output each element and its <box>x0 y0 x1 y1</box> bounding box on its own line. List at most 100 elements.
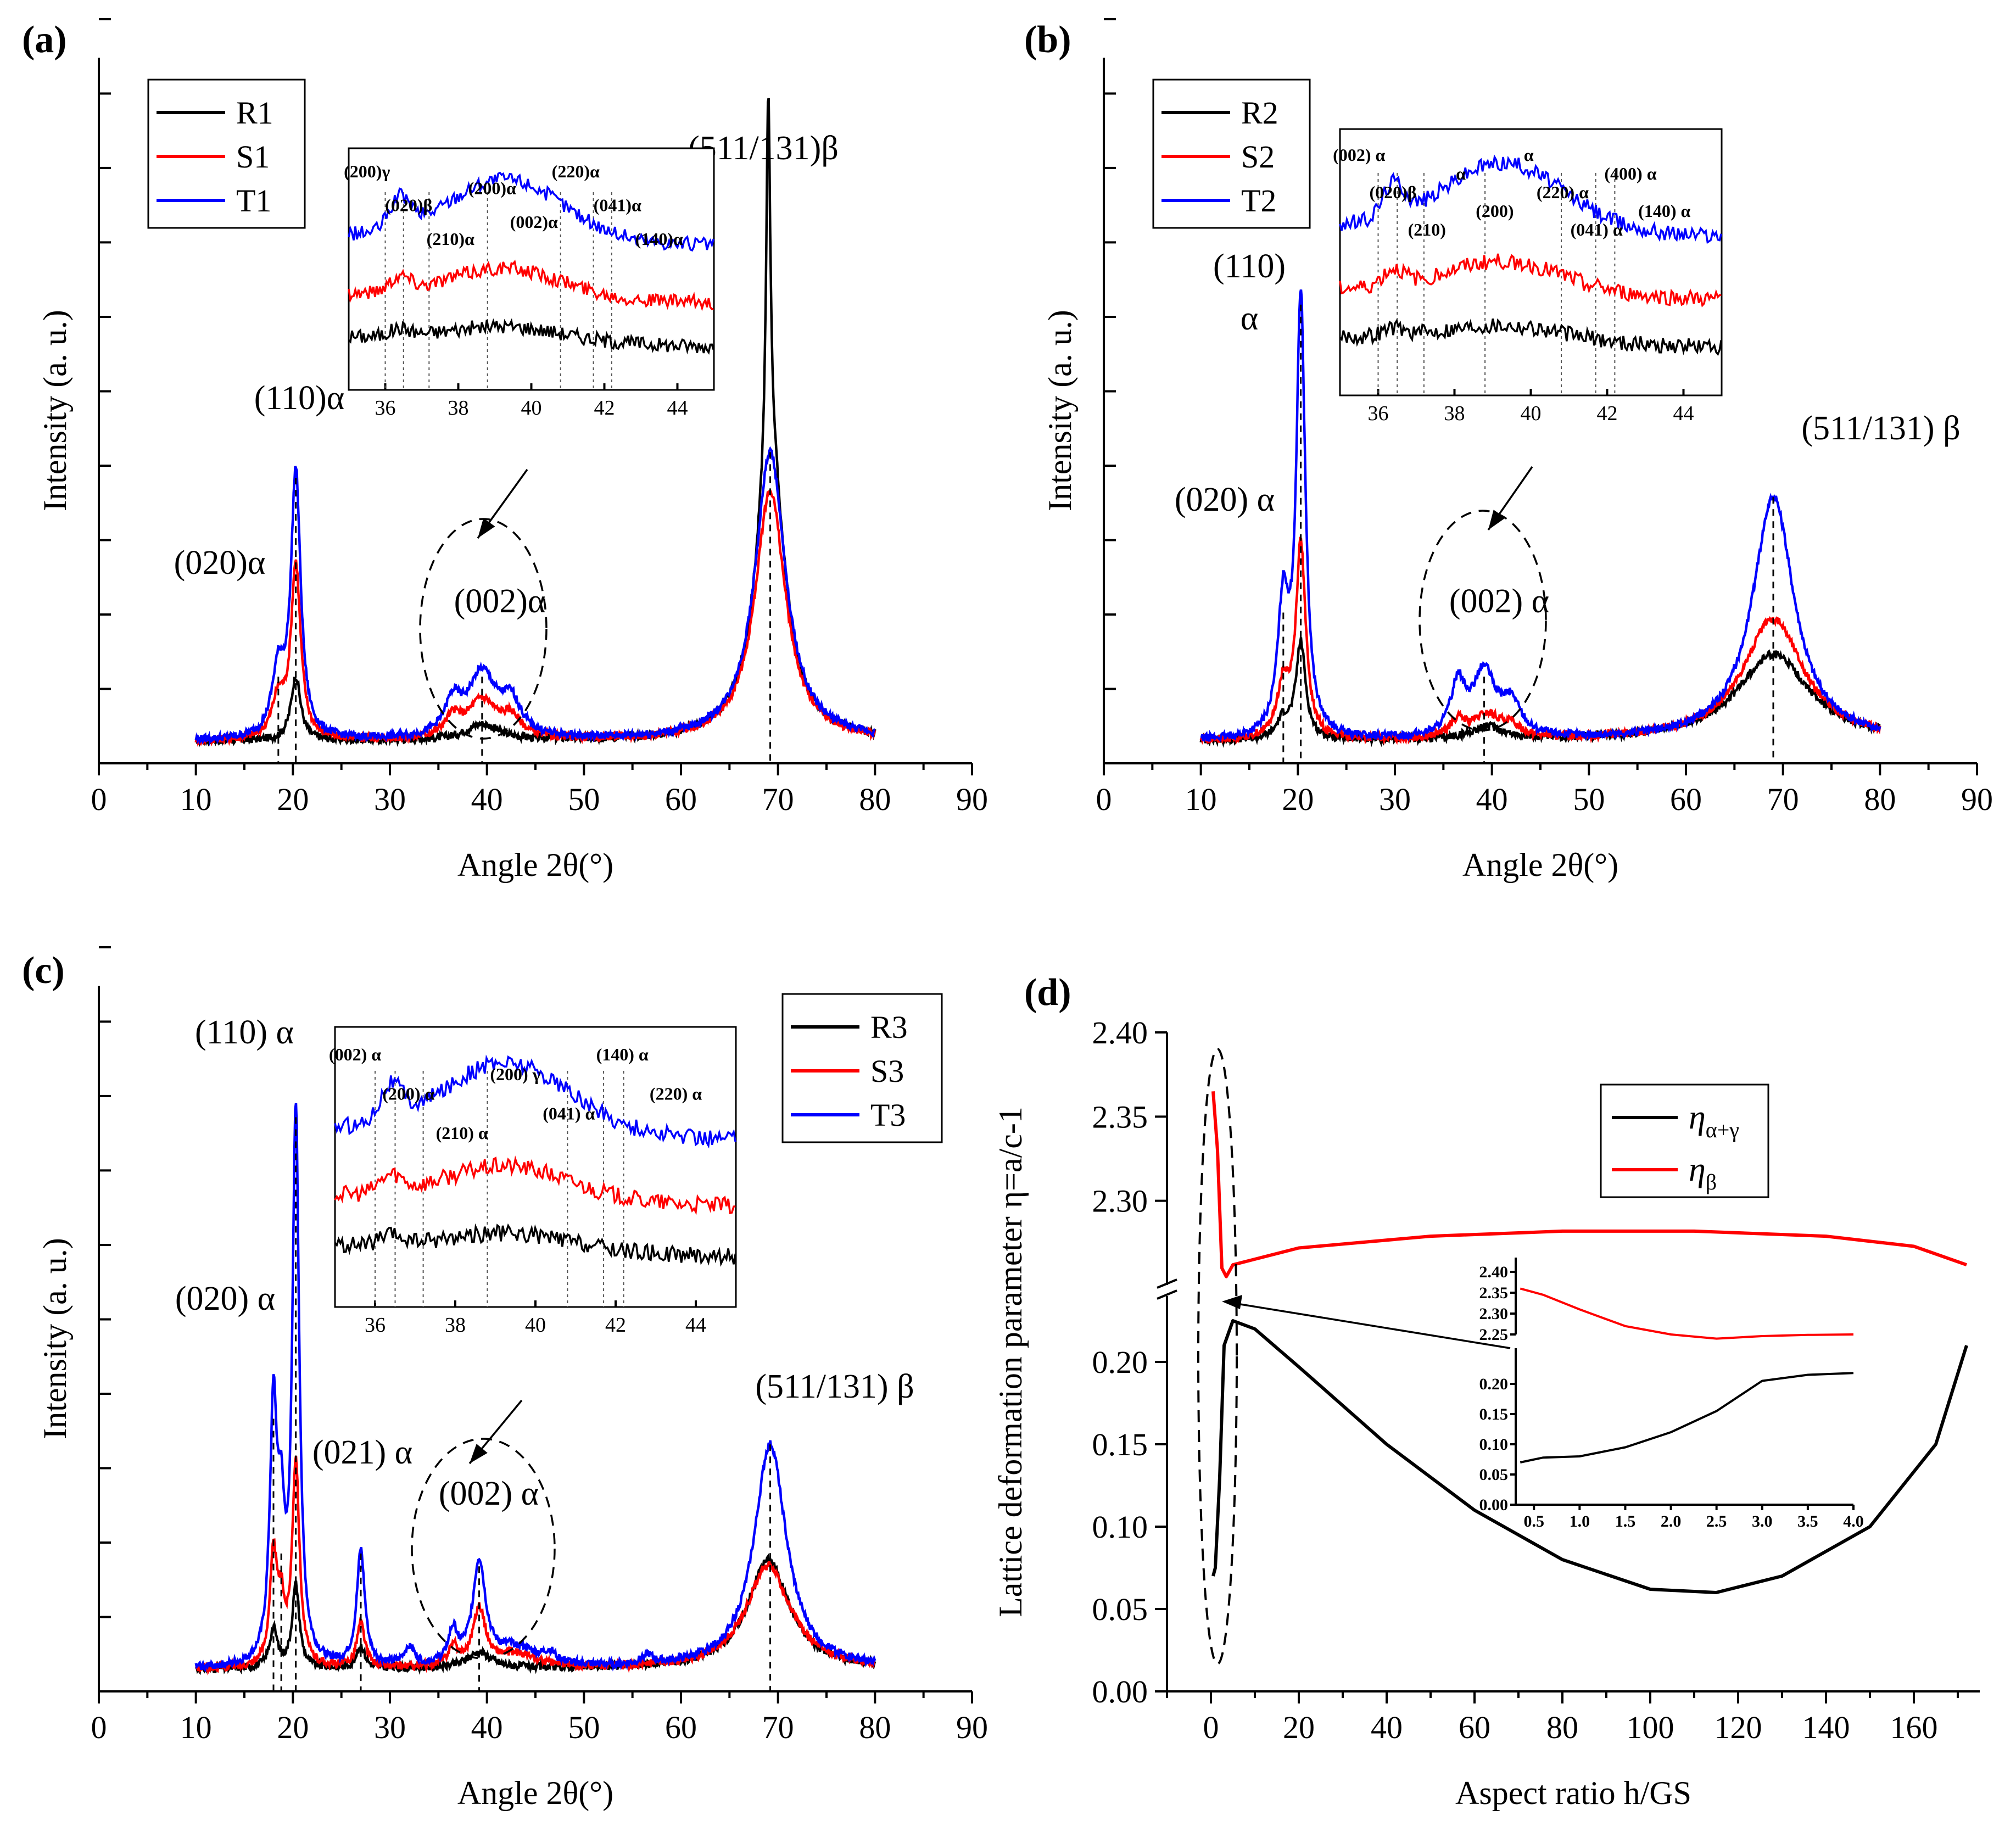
inset-y-tick-label: 0.15 <box>1479 1405 1509 1423</box>
inset-series-S1 <box>348 259 714 311</box>
x-tick-label: 40 <box>1476 781 1508 817</box>
y-tick-label: 0.00 <box>1092 1674 1148 1710</box>
inset-x-tick-label: 42 <box>594 396 615 420</box>
peak-label: (110) α <box>195 1014 294 1051</box>
x-tick-label: 70 <box>762 1710 794 1745</box>
inset-series-eta-beta <box>1520 1287 1854 1340</box>
series-line <box>1211 1319 1968 1594</box>
inset-x-tick-label: 40 <box>521 396 542 420</box>
inset-x-tick-label: 2.0 <box>1661 1512 1682 1530</box>
x-tick-label: 60 <box>1670 781 1702 817</box>
peak-label: (002) α <box>1449 583 1549 620</box>
inset: 36 38 40 42 44 (200)γ (020)β (210)α (200)α (002)α… <box>344 147 715 420</box>
legend-label-sub: α+γ <box>1706 1118 1739 1142</box>
inset-y-tick-label: 2.35 <box>1479 1284 1509 1302</box>
inset-x-tick-label: 44 <box>667 396 688 420</box>
x-tick-label: 10 <box>180 1710 212 1745</box>
x-axis-label: Angle 2θ(°) <box>457 1775 613 1811</box>
x-tick-label: 50 <box>568 781 600 817</box>
inset-peak-label: (140)α <box>635 229 683 249</box>
inset-x-tick-label: 44 <box>685 1314 706 1337</box>
panel-label: (c) <box>22 949 65 992</box>
legend-label-S2: S2 <box>1241 139 1275 175</box>
x-axis-label: Angle 2θ(°) <box>1462 847 1618 883</box>
peak-label: (020) α <box>1175 481 1275 518</box>
panel-b: (b) 0 10 20 30 40 50 60 70 80 90 Angle 2θ(°) Intensi… <box>1024 18 1993 883</box>
series-line <box>1211 1091 1967 1278</box>
zoom-ellipse <box>411 1438 556 1660</box>
legend-label-main: η <box>1689 1151 1706 1188</box>
inset-y-tick-label: 2.25 <box>1479 1326 1509 1344</box>
inset-peak-label: (200) <box>1476 201 1514 221</box>
panel-label: (a) <box>22 19 67 61</box>
x-tick-label: 60 <box>665 1710 697 1745</box>
inset-x-tick-label: 36 <box>1368 402 1389 425</box>
inset-y-tick-label: 0.00 <box>1479 1496 1509 1514</box>
x-tick-label: 90 <box>1961 781 1993 817</box>
x-tick-label: 10 <box>180 781 212 817</box>
inset-x-tick-label: 44 <box>1673 402 1694 425</box>
legend-label-R3: R3 <box>870 1009 908 1045</box>
inset-y-tick-label: 0.20 <box>1479 1375 1509 1393</box>
x-tick-label: 0 <box>91 781 107 817</box>
inset-series-T2 <box>1339 154 1722 244</box>
inset-peak-label: (041) α <box>543 1103 595 1123</box>
x-tick-label: 60 <box>665 781 697 817</box>
inset-y-tick-label: 2.40 <box>1479 1263 1509 1281</box>
legend-label-T1: T1 <box>236 183 271 219</box>
legend-label: ηβ <box>1689 1151 1717 1194</box>
peak-label: (020)α <box>174 544 266 582</box>
inset-peak-label: (400) α <box>1604 164 1656 183</box>
inset-peak-label: (041) α <box>1571 220 1623 239</box>
peak-label: (110) <box>1213 248 1286 285</box>
inset: 36 38 40 42 44 (002) α(200) α(210) α (200) γ(0… <box>329 1026 737 1337</box>
x-tick-label: 60 <box>1459 1710 1490 1745</box>
panel-a: (a) 0 10 20 30 40 50 60 70 80 90 Angle 2θ(°) Intensi… <box>22 18 988 883</box>
legend-label-R1: R1 <box>236 95 273 131</box>
inset-y-tick-label: 0.10 <box>1479 1435 1509 1454</box>
legend-box <box>1152 79 1311 229</box>
x-tick-label: 10 <box>1185 781 1217 817</box>
inset-peak-label: (220)α <box>552 161 600 181</box>
inset-x-tick-label: 36 <box>375 396 396 420</box>
inset-x-tick-label: 42 <box>1597 402 1618 425</box>
inset-x-tick-label: 38 <box>448 396 469 420</box>
x-tick-label: 30 <box>374 1710 406 1745</box>
legend-label-sub: β <box>1706 1170 1717 1194</box>
x-tick-label: 80 <box>859 781 891 817</box>
legend-box <box>147 79 306 229</box>
series-line-T3 <box>194 1103 876 1673</box>
x-tick-label: 20 <box>1283 1710 1315 1745</box>
x-tick-label: 140 <box>1802 1710 1850 1745</box>
inset-peak-label: (220) α <box>650 1084 702 1104</box>
inset-peak-label: α <box>1456 164 1466 183</box>
inset: 36 38 40 42 44(002) α(020)β(210)α(200)α(220)… <box>1333 128 1723 425</box>
x-tick-label: 30 <box>374 781 406 817</box>
inset-series-T1 <box>348 171 714 252</box>
series-line-S1 <box>194 489 876 747</box>
inset-peak-label: (002)α <box>510 212 558 232</box>
zoom-arrowhead <box>478 518 495 538</box>
inset-series-R2 <box>1339 318 1723 356</box>
x-tick-label: 20 <box>277 781 309 817</box>
inset-x-tick-label: 36 <box>365 1314 386 1337</box>
y-tick-label: 2.30 <box>1092 1183 1148 1219</box>
zoom-ellipse <box>1197 1048 1238 1665</box>
inset-peak-label: (002) α <box>1333 145 1385 165</box>
x-tick-label: 20 <box>1282 781 1314 817</box>
y-tick-label: 0.15 <box>1092 1427 1148 1462</box>
zoom-arrow <box>1230 1301 1511 1349</box>
x-tick-label: 40 <box>1371 1710 1403 1745</box>
inset-peak-label: (210) α <box>436 1123 488 1143</box>
y-tick-label: 0.05 <box>1092 1591 1148 1627</box>
series-line-S3 <box>194 1456 876 1676</box>
inset-x-tick-label: 38 <box>445 1314 466 1337</box>
peak-label: (511/131) β <box>1801 410 1960 447</box>
legend-label-R2: R2 <box>1241 95 1278 131</box>
zoom-arrowhead <box>1488 510 1506 530</box>
legend-label-T2: T2 <box>1241 183 1276 219</box>
inset-peak-label: (220) α <box>1537 182 1589 202</box>
x-tick-label: 70 <box>762 781 794 817</box>
peak-label: (110)α <box>254 379 344 417</box>
